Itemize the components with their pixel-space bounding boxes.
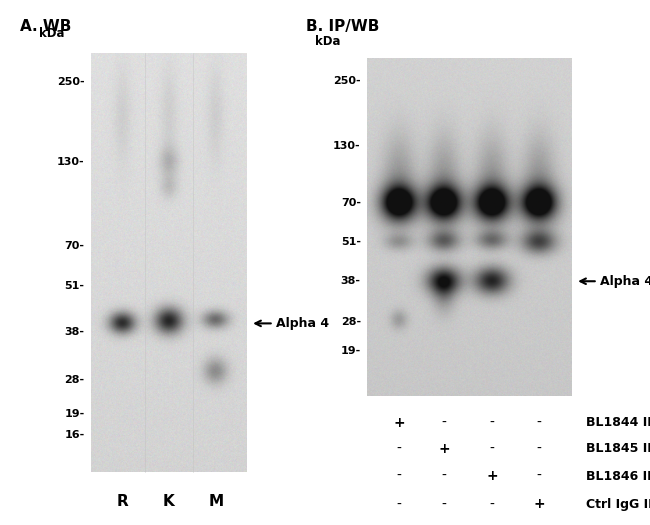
Text: 38-: 38- [341, 276, 361, 286]
Text: B. IP/WB: B. IP/WB [306, 19, 379, 34]
Text: 130-: 130- [333, 141, 361, 151]
Text: +: + [534, 497, 545, 511]
Text: BL1845 IP: BL1845 IP [586, 443, 650, 455]
Text: -: - [396, 469, 402, 483]
Text: Ctrl IgG IP: Ctrl IgG IP [586, 498, 650, 511]
Text: +: + [438, 442, 450, 456]
Text: 250-: 250- [57, 77, 84, 87]
Text: kDa: kDa [39, 27, 65, 40]
Text: 28-: 28- [341, 317, 361, 327]
Text: 130-: 130- [57, 156, 84, 167]
Text: 19-: 19- [64, 408, 84, 419]
Text: A. WB: A. WB [20, 19, 71, 34]
Text: -: - [489, 442, 495, 456]
Text: 51-: 51- [341, 237, 361, 247]
Text: K: K [163, 494, 175, 509]
Text: -: - [537, 416, 541, 430]
Text: 250-: 250- [333, 77, 361, 87]
Text: -: - [396, 442, 402, 456]
Text: -: - [441, 416, 447, 430]
Text: -: - [441, 497, 447, 511]
Text: M: M [208, 494, 224, 509]
Text: BL1844 IP: BL1844 IP [586, 416, 650, 429]
Text: Alpha 4: Alpha 4 [600, 275, 650, 288]
Text: -: - [441, 469, 447, 483]
Text: -: - [489, 416, 495, 430]
Text: kDa: kDa [315, 35, 341, 48]
Text: 19-: 19- [341, 345, 361, 355]
Text: 70-: 70- [64, 240, 84, 251]
Text: 16-: 16- [64, 429, 84, 440]
Text: -: - [489, 497, 495, 511]
Text: -: - [396, 497, 402, 511]
Text: 70-: 70- [341, 198, 361, 208]
Text: 38-: 38- [64, 327, 84, 337]
Text: R: R [116, 494, 128, 509]
Text: +: + [486, 469, 498, 483]
Text: 28-: 28- [64, 375, 84, 385]
Text: Alpha 4: Alpha 4 [276, 317, 329, 330]
Text: BL1846 IP: BL1846 IP [586, 469, 650, 482]
Text: +: + [393, 416, 405, 430]
Text: -: - [537, 469, 541, 483]
Text: 51-: 51- [64, 280, 84, 291]
Text: -: - [537, 442, 541, 456]
